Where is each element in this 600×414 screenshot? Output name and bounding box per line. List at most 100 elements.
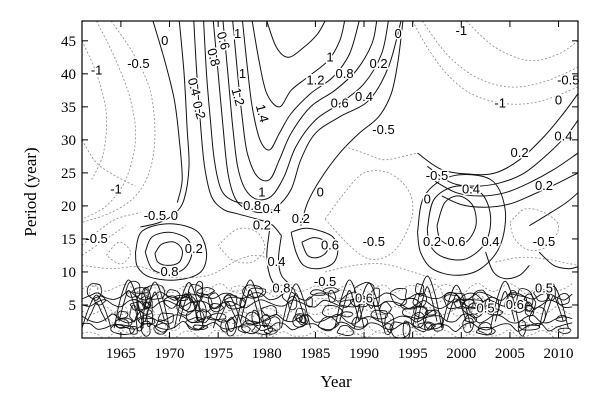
x-tick-label: 1990 [349, 346, 379, 362]
short-period-contour [327, 300, 343, 321]
short-period-peak [494, 290, 516, 322]
short-period-contour [546, 282, 556, 301]
short-period-peak [113, 279, 144, 329]
contour-label: 0.6 [321, 238, 339, 253]
contour-label: 0.8 [243, 198, 261, 213]
contour-line [300, 21, 404, 226]
short-period-contour [410, 311, 427, 328]
contour-label: 0.4 [462, 181, 480, 196]
short-period-contour [461, 297, 486, 317]
contour-label: 0.2 [511, 145, 529, 160]
short-period-peak [446, 294, 467, 322]
short-period-peak [353, 282, 384, 329]
short-period-contour [557, 327, 572, 335]
contour-label: 0.4 [185, 76, 204, 97]
dashed-contour [105, 241, 131, 265]
contour-label: 0.6 [355, 290, 373, 305]
contour-label: 0.4 [267, 254, 285, 269]
short-period-contour [354, 281, 375, 300]
y-tick-label: 5 [69, 298, 77, 314]
short-period-contour [165, 321, 181, 331]
short-period-contour [524, 301, 533, 312]
contour-line [152, 21, 183, 203]
x-tick-label: 1985 [300, 346, 330, 362]
short-period-contour [370, 309, 388, 320]
short-period-contour [241, 318, 249, 329]
contour-label: 0.8 [204, 46, 223, 67]
short-period-peak [417, 286, 438, 322]
short-period-peak [235, 279, 266, 329]
contour-label: 1.2 [306, 72, 324, 87]
short-period-contour [314, 298, 330, 307]
contour-label: 1 [326, 49, 333, 64]
y-axis-title: Period (year) [21, 147, 40, 236]
short-period-contour [163, 295, 179, 309]
x-tick-label: 1970 [155, 346, 185, 362]
short-period-contour [157, 312, 174, 325]
dashed-contour [324, 170, 414, 260]
short-period-contour [557, 292, 570, 306]
contour-line [203, 21, 248, 205]
contour-label: 0.2 [370, 56, 388, 71]
dashed-contour [465, 21, 578, 62]
contour-label: -0.5 [557, 72, 579, 87]
short-period-contour [327, 289, 336, 303]
short-period-contour [450, 300, 475, 317]
short-period-peak [280, 283, 311, 329]
contour-label: 0.6 [214, 30, 233, 51]
plot-frame [81, 20, 579, 339]
short-period-band [82, 313, 573, 325]
short-period-contour [420, 283, 443, 305]
contour-label: -1 [91, 63, 103, 78]
contour-label: 0.6 [331, 96, 349, 111]
short-period-peak [412, 275, 443, 329]
short-period-contour [413, 305, 429, 319]
short-period-contour [321, 304, 344, 318]
contour-label: 0 [171, 208, 178, 223]
contour-label: 0.6 [506, 297, 524, 312]
short-period-contour [224, 309, 244, 324]
short-period-contour [516, 288, 534, 308]
short-period-contour [264, 316, 281, 332]
contour-label: 1 [239, 66, 246, 81]
contour-line [144, 231, 193, 275]
short-period-contour [153, 322, 169, 335]
x-axis-title: Year [320, 372, 352, 391]
contour-label: -0.5 [363, 234, 385, 249]
contour-label: 0.5 [535, 281, 553, 296]
short-period-peak [538, 286, 569, 329]
contour-line [431, 152, 578, 197]
short-period-contour [225, 318, 238, 337]
short-period-contour [464, 314, 478, 323]
contour-label: 0 [317, 185, 324, 200]
short-period-peak [217, 301, 239, 322]
short-period-contour [508, 290, 518, 299]
short-period-contour [351, 326, 365, 335]
contour-line [251, 21, 346, 108]
dashed-contour [82, 225, 127, 256]
contour-line [266, 21, 326, 58]
short-period-peak [82, 294, 112, 329]
x-tick-label: 2010 [544, 346, 574, 362]
contour-label: 1.2 [228, 86, 247, 107]
short-period-contour [458, 322, 467, 330]
contour-line [427, 119, 578, 187]
contour-line [485, 251, 530, 280]
short-period-contour [260, 305, 278, 317]
contour-line [135, 223, 208, 281]
dashed-contour [82, 40, 108, 180]
x-tick-label: 1995 [398, 346, 428, 362]
contour-label: 0.8 [160, 264, 178, 279]
short-period-contour [239, 298, 247, 308]
contour-line [290, 227, 339, 270]
contour-lines [82, 21, 578, 338]
short-period-contour [146, 307, 155, 318]
short-period-band [82, 290, 573, 302]
dashed-contour [495, 256, 578, 266]
contour-line [301, 237, 328, 259]
short-period-contour [546, 326, 565, 333]
x-tick-label: 2000 [446, 346, 476, 362]
y-tick-label: 10 [61, 265, 76, 281]
short-period-contour [402, 306, 428, 320]
short-period-contour [166, 289, 181, 301]
